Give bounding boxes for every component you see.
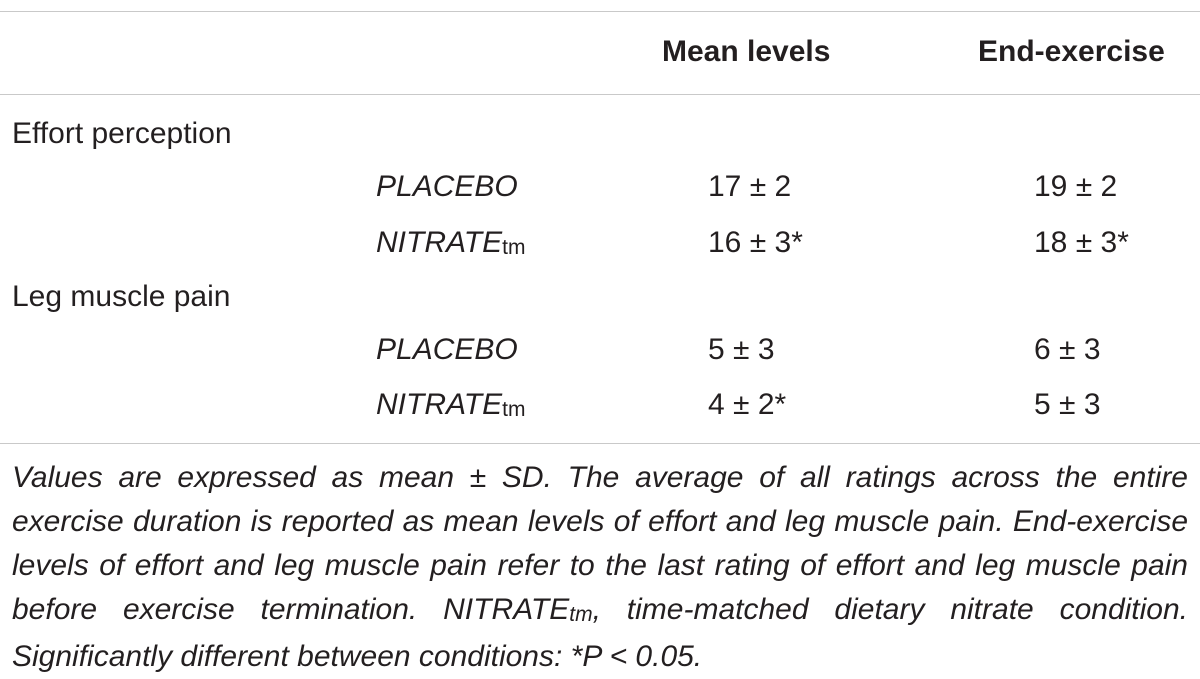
table-bottom-rule	[0, 443, 1200, 444]
section-label-leg-muscle-pain: Leg muscle pain	[12, 280, 231, 313]
condition-label: NITRATEtm	[376, 388, 526, 421]
header-mean-levels: Mean levels	[662, 35, 831, 68]
condition-label: PLACEBO	[376, 333, 518, 366]
condition-label: NITRATEtm	[376, 226, 526, 259]
end-exercise-value-cell: 5 ± 3	[1034, 388, 1101, 421]
header-end-exercise: End-exercise	[978, 35, 1165, 68]
table-footnote: Values are expressed as mean ± SD. The a…	[12, 461, 1189, 673]
end-exercise-value-cell: 6 ± 3	[1034, 333, 1101, 366]
mean-value-cell: 16 ± 3*	[708, 226, 803, 259]
end-exercise-value-cell: 18 ± 3*	[1034, 226, 1129, 259]
table-header-rule	[0, 94, 1200, 95]
condition-label: PLACEBO	[376, 170, 518, 203]
mean-value-cell: 4 ± 2*	[708, 388, 787, 421]
mean-value-cell: 17 ± 2	[708, 170, 792, 203]
section-label-effort-perception: Effort perception	[12, 117, 232, 150]
table-top-rule	[0, 11, 1200, 12]
end-exercise-value-cell: 19 ± 2	[1034, 170, 1118, 203]
mean-value-cell: 5 ± 3	[708, 333, 775, 366]
